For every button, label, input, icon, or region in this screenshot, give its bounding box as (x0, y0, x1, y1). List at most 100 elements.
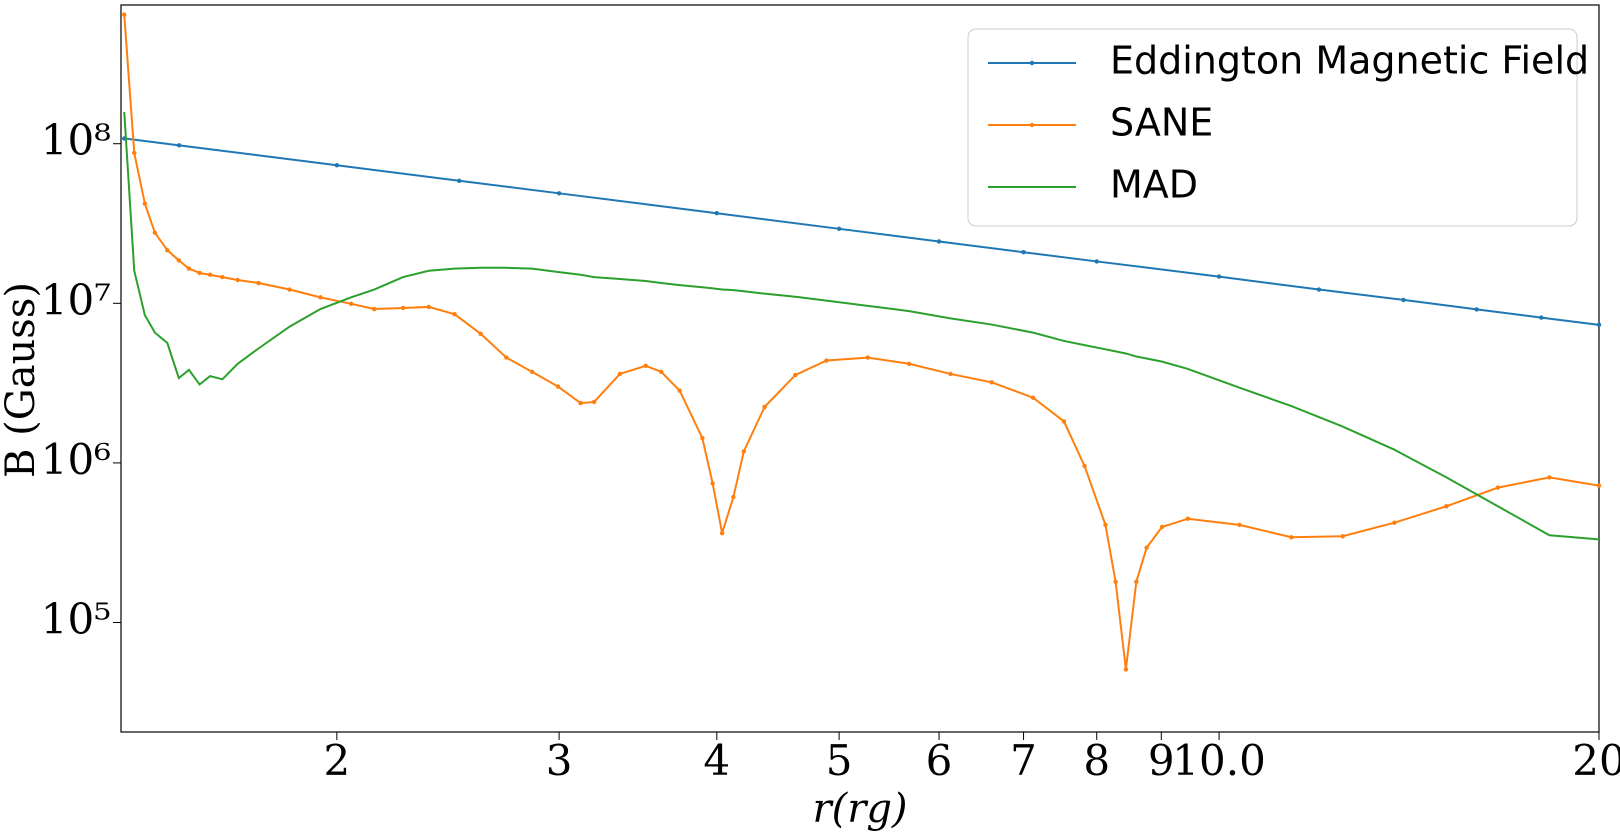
data-point (132, 150, 137, 156)
data-point (1103, 522, 1108, 528)
data-point (478, 331, 483, 337)
data-point (1596, 322, 1602, 328)
data-point (1144, 545, 1149, 550)
x-tick-label: 10.0 (1172, 736, 1266, 785)
data-point (591, 399, 597, 405)
data-point (658, 369, 664, 375)
data-point (371, 306, 377, 312)
data-point (504, 355, 509, 360)
data-point (176, 258, 181, 263)
legend-label: SANE (1110, 101, 1213, 145)
data-point (719, 530, 725, 536)
data-point (1061, 419, 1067, 424)
data-point (1113, 579, 1118, 584)
data-point (1474, 307, 1479, 312)
x-tick-label: 4 (703, 736, 730, 785)
data-point (529, 369, 535, 375)
series-line (123, 111, 1600, 541)
data-point (1444, 504, 1449, 509)
data-point (936, 239, 942, 244)
x-axis-label: r(rg) (812, 786, 907, 832)
data-point (578, 400, 583, 406)
data-point (1185, 516, 1191, 521)
data-point (1547, 475, 1552, 480)
data-point (1134, 579, 1139, 584)
x-tick-label: 20 (1572, 736, 1620, 785)
data-point (714, 210, 719, 216)
data-point (176, 143, 182, 148)
y-tick-label: 10⁵ (41, 594, 111, 643)
y-axis-label: B (Gauss) (0, 282, 44, 478)
data-point (207, 272, 213, 277)
legend-marker (1029, 60, 1035, 66)
data-point (1392, 520, 1397, 525)
data-point (334, 163, 340, 168)
data-point (1123, 667, 1129, 672)
legend-label: MAD (1110, 163, 1198, 207)
x-tick-label: 8 (1083, 736, 1110, 785)
data-point (700, 435, 705, 441)
data-point (1316, 287, 1322, 292)
x-tick-label: 9 (1148, 736, 1175, 785)
data-point (318, 295, 323, 300)
data-point (348, 301, 354, 307)
data-point (989, 380, 994, 385)
data-point (1094, 259, 1099, 264)
data-point (1237, 522, 1242, 528)
data-point (677, 388, 682, 393)
data-point (1159, 524, 1165, 530)
legend-marker (1029, 122, 1035, 128)
data-point (165, 248, 170, 253)
x-tick-label: 2 (323, 736, 350, 785)
data-point (122, 12, 127, 17)
data-point (142, 201, 148, 206)
data-point (1030, 395, 1036, 400)
x-tick-label: 7 (1010, 736, 1037, 785)
data-point (836, 226, 842, 232)
y-tick-label: 10⁶ (41, 435, 111, 484)
data-point (186, 266, 192, 271)
data-point (197, 270, 202, 276)
data-point (1216, 274, 1222, 279)
legend-label: Eddington Magnetic Field (1110, 39, 1589, 83)
data-point (865, 355, 871, 360)
data-point (906, 361, 912, 366)
data-point (762, 404, 767, 410)
data-point (948, 371, 953, 377)
data-point (617, 371, 623, 377)
data-point (1021, 250, 1026, 255)
data-point (710, 481, 715, 486)
data-point (731, 494, 736, 500)
y-tick-label: 10⁷ (41, 275, 111, 324)
data-point (400, 305, 406, 311)
data-point (1539, 315, 1544, 320)
data-point (741, 449, 747, 454)
data-point (824, 358, 829, 363)
y-tick-label: 10⁸ (41, 116, 111, 165)
data-point (643, 363, 648, 368)
x-tick-label: 3 (546, 736, 573, 785)
data-point (1596, 483, 1602, 488)
data-point (152, 230, 158, 235)
data-point (235, 277, 240, 283)
data-point (452, 311, 457, 317)
data-point (555, 384, 561, 389)
data-point (1340, 534, 1345, 539)
data-point (456, 178, 462, 183)
data-point (793, 372, 798, 378)
data-point (1289, 535, 1294, 540)
x-tick-label: 5 (826, 736, 853, 785)
data-point (287, 287, 292, 292)
data-point (556, 191, 562, 196)
data-point (1082, 463, 1087, 469)
legend-box (967, 28, 1578, 227)
data-point (220, 274, 225, 280)
plot-frame (120, 4, 1600, 733)
data-point (256, 280, 261, 286)
data-point (1495, 485, 1501, 490)
series-line (124, 137, 1600, 326)
data-point (426, 304, 431, 310)
x-tick-label: 6 (926, 736, 953, 785)
data-point (1401, 297, 1406, 303)
